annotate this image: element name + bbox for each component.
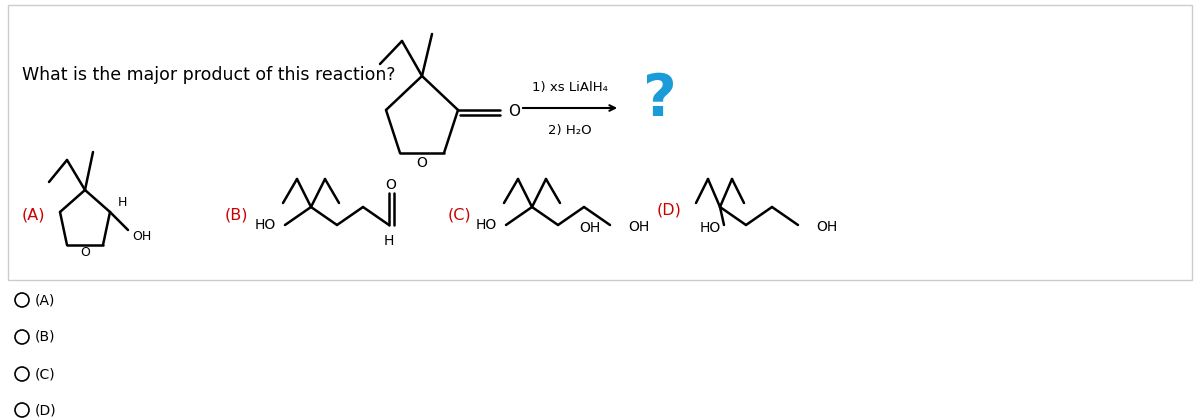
Text: H: H: [118, 195, 127, 208]
Text: O: O: [416, 156, 427, 170]
FancyBboxPatch shape: [8, 5, 1192, 280]
Text: (A): (A): [22, 207, 46, 223]
Text: (B): (B): [226, 207, 248, 223]
Text: (B): (B): [35, 330, 55, 344]
Text: ?: ?: [643, 71, 677, 129]
Text: (A): (A): [35, 293, 55, 307]
Text: OH: OH: [816, 220, 838, 234]
Text: 1) xs LiAlH₄: 1) xs LiAlH₄: [532, 81, 608, 94]
Text: O: O: [385, 178, 396, 192]
Text: (D): (D): [35, 403, 56, 417]
Text: 2) H₂O: 2) H₂O: [548, 124, 592, 137]
Text: OH: OH: [578, 221, 600, 235]
Text: HO: HO: [256, 218, 276, 232]
Text: HO: HO: [700, 221, 721, 235]
Text: (C): (C): [35, 367, 55, 381]
Text: H: H: [384, 234, 394, 248]
Text: (C): (C): [448, 207, 472, 223]
Text: What is the major product of this reaction?: What is the major product of this reacti…: [22, 66, 396, 84]
Text: OH: OH: [628, 220, 649, 234]
Text: O: O: [508, 103, 520, 118]
Text: (D): (D): [658, 202, 682, 218]
Text: OH: OH: [132, 229, 151, 242]
Text: HO: HO: [476, 218, 497, 232]
Text: O: O: [80, 247, 90, 260]
